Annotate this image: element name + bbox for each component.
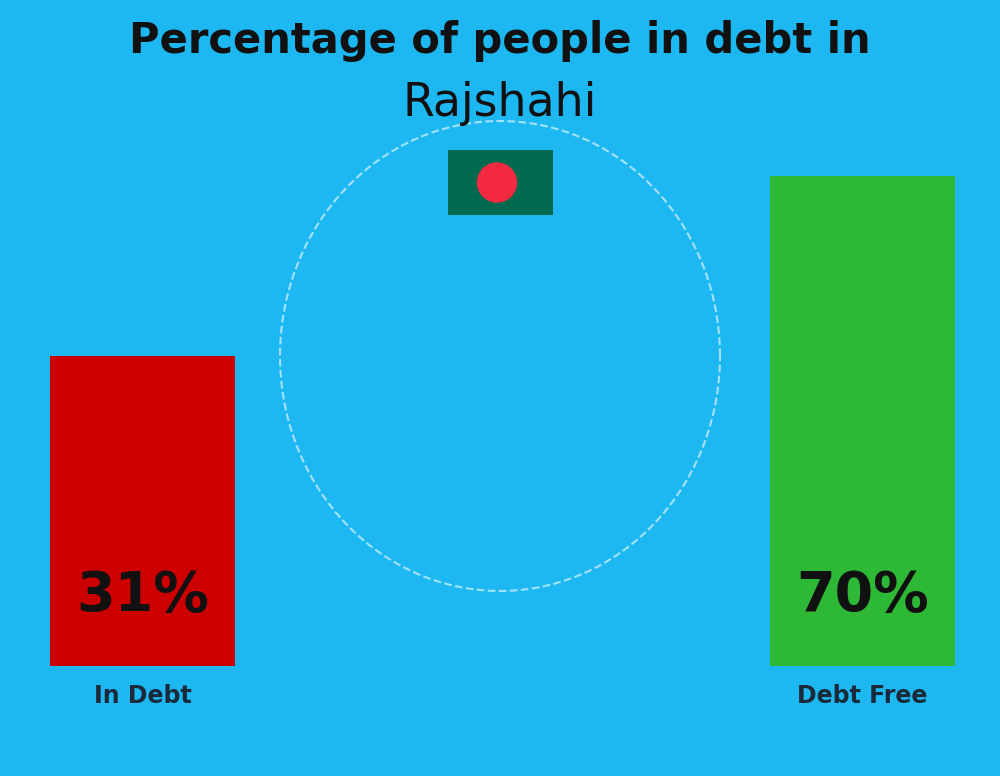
Text: Debt Free: Debt Free xyxy=(797,684,928,708)
Text: 70%: 70% xyxy=(796,569,929,623)
Bar xyxy=(50,356,235,666)
Text: In Debt: In Debt xyxy=(94,684,191,708)
Circle shape xyxy=(478,163,516,202)
Text: 31%: 31% xyxy=(76,569,209,623)
Text: Rajshahi: Rajshahi xyxy=(403,81,597,126)
Bar xyxy=(448,150,552,215)
Text: Percentage of people in debt in: Percentage of people in debt in xyxy=(129,20,871,62)
Bar xyxy=(770,176,955,666)
